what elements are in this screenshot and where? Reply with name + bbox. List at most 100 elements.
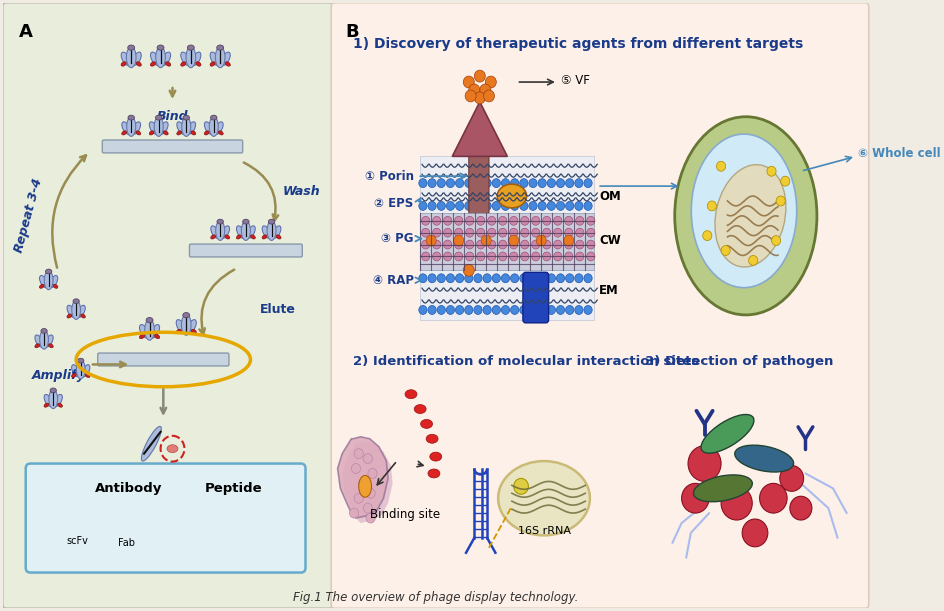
Circle shape: [454, 240, 463, 249]
Ellipse shape: [121, 62, 126, 66]
Text: B: B: [346, 23, 359, 40]
Circle shape: [454, 216, 463, 225]
Ellipse shape: [167, 445, 177, 453]
Circle shape: [418, 274, 427, 283]
Circle shape: [574, 306, 582, 315]
Circle shape: [542, 240, 550, 249]
Circle shape: [455, 274, 464, 283]
Ellipse shape: [413, 404, 426, 414]
Ellipse shape: [136, 62, 142, 66]
Ellipse shape: [181, 315, 191, 335]
FancyBboxPatch shape: [420, 270, 594, 320]
Circle shape: [443, 216, 451, 225]
Ellipse shape: [180, 52, 190, 65]
Ellipse shape: [127, 115, 134, 120]
Ellipse shape: [146, 318, 153, 323]
Ellipse shape: [183, 115, 189, 120]
Text: Bind: Bind: [157, 110, 188, 123]
Circle shape: [542, 252, 550, 261]
Text: ① Porin: ① Porin: [364, 170, 413, 183]
Circle shape: [565, 274, 573, 283]
Circle shape: [421, 240, 430, 249]
Circle shape: [432, 240, 440, 249]
Circle shape: [575, 252, 583, 261]
Circle shape: [437, 202, 445, 210]
Text: Wash: Wash: [282, 185, 320, 197]
Ellipse shape: [218, 131, 223, 135]
Ellipse shape: [49, 276, 58, 288]
Circle shape: [480, 235, 491, 246]
FancyBboxPatch shape: [330, 3, 868, 608]
Circle shape: [432, 229, 440, 237]
Circle shape: [519, 178, 528, 188]
Ellipse shape: [191, 329, 196, 334]
Ellipse shape: [81, 365, 90, 377]
Ellipse shape: [53, 284, 58, 288]
Circle shape: [468, 84, 480, 96]
Text: Repeat 3-4: Repeat 3-4: [12, 177, 44, 254]
Ellipse shape: [72, 301, 80, 320]
Circle shape: [586, 252, 595, 261]
Circle shape: [537, 178, 546, 188]
Ellipse shape: [150, 52, 160, 65]
Ellipse shape: [40, 276, 48, 288]
Circle shape: [454, 229, 463, 237]
Circle shape: [418, 202, 427, 210]
Ellipse shape: [180, 62, 186, 66]
Ellipse shape: [241, 529, 252, 538]
Circle shape: [454, 252, 463, 261]
Ellipse shape: [211, 524, 222, 533]
Circle shape: [519, 306, 528, 315]
Ellipse shape: [187, 320, 196, 333]
FancyBboxPatch shape: [3, 3, 332, 608]
Circle shape: [487, 252, 496, 261]
Circle shape: [687, 445, 720, 481]
Circle shape: [359, 478, 367, 488]
FancyBboxPatch shape: [189, 244, 302, 257]
Circle shape: [547, 306, 555, 315]
Circle shape: [509, 216, 517, 225]
Circle shape: [437, 274, 445, 283]
Circle shape: [531, 216, 539, 225]
Circle shape: [565, 240, 572, 249]
Polygon shape: [452, 102, 507, 156]
Ellipse shape: [49, 390, 58, 409]
Circle shape: [547, 202, 555, 210]
Ellipse shape: [497, 461, 589, 535]
Ellipse shape: [690, 134, 796, 288]
Circle shape: [498, 252, 506, 261]
Ellipse shape: [187, 122, 195, 134]
Ellipse shape: [54, 395, 62, 406]
Text: CW: CW: [598, 234, 620, 247]
Ellipse shape: [121, 52, 130, 65]
Ellipse shape: [58, 403, 62, 407]
Ellipse shape: [405, 390, 416, 398]
Circle shape: [473, 274, 481, 283]
Ellipse shape: [118, 519, 126, 527]
Circle shape: [583, 306, 592, 315]
Circle shape: [485, 76, 496, 88]
Circle shape: [565, 202, 573, 210]
Ellipse shape: [426, 434, 438, 443]
Polygon shape: [342, 442, 393, 523]
Text: ② EPS: ② EPS: [374, 197, 413, 210]
Circle shape: [487, 240, 496, 249]
Circle shape: [473, 202, 481, 210]
Text: Fab: Fab: [118, 538, 135, 548]
Circle shape: [553, 252, 562, 261]
Ellipse shape: [230, 521, 243, 530]
FancyBboxPatch shape: [25, 464, 305, 573]
Text: Binding site: Binding site: [369, 508, 439, 521]
Circle shape: [487, 216, 496, 225]
Circle shape: [741, 519, 767, 547]
Circle shape: [542, 216, 550, 225]
Circle shape: [520, 240, 529, 249]
Ellipse shape: [154, 117, 163, 136]
FancyBboxPatch shape: [97, 353, 228, 366]
Ellipse shape: [261, 235, 266, 239]
Circle shape: [354, 493, 362, 503]
Ellipse shape: [211, 226, 219, 238]
Text: OM: OM: [598, 189, 620, 202]
Circle shape: [575, 229, 583, 237]
Ellipse shape: [177, 131, 181, 135]
